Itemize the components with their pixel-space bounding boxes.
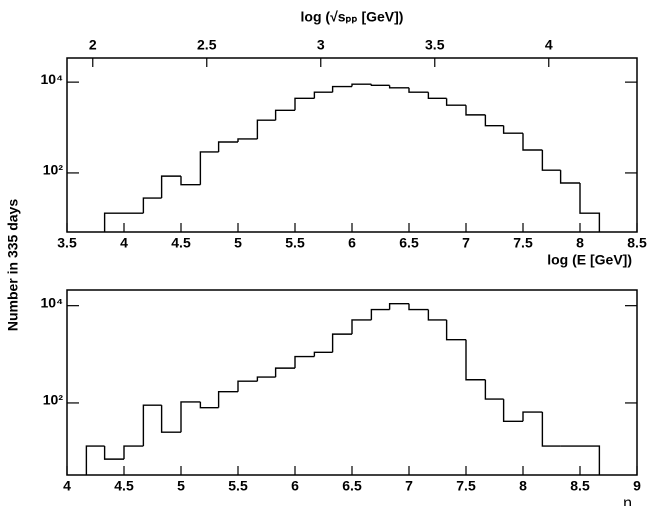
histogram-bin [103, 212, 124, 232]
x-axis-label: η [623, 495, 632, 506]
histogram-bin [541, 149, 561, 171]
histogram-bin [408, 303, 429, 311]
x-tick-label: 8 [576, 235, 584, 251]
histogram-bin [294, 355, 315, 369]
x-tick-label: 7 [405, 478, 413, 494]
x-tick-label: 8.5 [570, 478, 590, 494]
x-tick-label: 4 [120, 235, 128, 251]
y-tick-label: 10² [43, 392, 64, 408]
x-tick-label: 5 [177, 478, 185, 494]
histogram-bin [388, 302, 409, 310]
histogram-bin [274, 109, 295, 121]
histogram-bin [541, 412, 561, 447]
histogram-bin [502, 125, 523, 134]
histogram-bin [580, 445, 601, 475]
histogram-bin [484, 379, 504, 400]
histogram-bin [331, 85, 352, 93]
x-tick-label: 6.5 [342, 478, 362, 494]
histogram-bin [85, 445, 105, 475]
histogram-bin [465, 339, 486, 381]
x-tick-label: 3.5 [57, 235, 77, 251]
histogram-bin [313, 351, 333, 357]
y-tick-label: 10⁴ [41, 294, 64, 310]
x2-tick-label: 3.5 [425, 37, 445, 53]
y-tick-label: 10² [43, 162, 64, 178]
histogram-bin [237, 380, 258, 392]
histogram-bin [142, 404, 162, 447]
histogram-bin [180, 176, 201, 186]
histogram-bin [256, 119, 276, 139]
histogram-bin [217, 141, 238, 152]
histogram-bin [445, 319, 466, 341]
histogram-bin [370, 84, 390, 87]
histogram-bin [313, 91, 333, 99]
histogram-bin [351, 83, 372, 87]
y-tick-label: 10⁴ [41, 71, 64, 87]
histogram-bin [502, 399, 523, 422]
histogram-bin [123, 445, 144, 460]
x-axis-label: log (E [GeV]) [547, 252, 632, 268]
histogram-bin [559, 170, 580, 184]
x-tick-label: 7.5 [513, 235, 533, 251]
x2-tick-label: 2.5 [197, 37, 217, 53]
x2-tick-label: 2 [89, 37, 97, 53]
x-tick-label: 5.5 [228, 478, 248, 494]
y-axis-label: Number in 335 days [5, 199, 21, 331]
x-tick-label: 9 [633, 478, 641, 494]
histogram-bin [408, 87, 429, 93]
histogram-bin [294, 97, 315, 111]
histogram-bin [160, 405, 181, 433]
x-tick-label: 6.5 [399, 235, 419, 251]
histogram-bin [351, 319, 372, 335]
histogram-bin [256, 376, 276, 382]
x2-tick-label: 3 [317, 37, 325, 53]
histogram-bin [427, 92, 447, 100]
x-tick-label: 8 [519, 478, 527, 494]
x2-tick-label: 4 [545, 37, 553, 53]
histogram-bin [465, 105, 486, 116]
x-tick-label: 7 [462, 235, 470, 251]
histogram-bin [522, 411, 543, 422]
histogram-bin [388, 85, 409, 89]
histogram-bin [331, 333, 352, 353]
histogram-bin [160, 175, 181, 199]
x-tick-label: 6 [348, 235, 356, 251]
x-tick-label: 8.5 [627, 235, 647, 251]
histogram-bin [199, 151, 219, 185]
histogram-bin [180, 401, 201, 433]
histogram-bin [484, 114, 504, 127]
x-tick-label: 4.5 [114, 478, 134, 494]
x-tick-label: 4.5 [171, 235, 191, 251]
histogram-bin [445, 98, 466, 106]
x2-axis-label: log (√sₚₚ [GeV]) [301, 9, 404, 25]
x-tick-label: 4 [63, 478, 71, 494]
plot-frame [66, 289, 638, 476]
x-tick-label: 5 [234, 235, 242, 251]
histogram-bin [237, 138, 258, 143]
x-tick-label: 6 [291, 478, 299, 494]
histogram-bin [217, 391, 238, 408]
histogram-bin [103, 446, 124, 460]
histogram-bin [142, 197, 162, 214]
histogram-bin [427, 309, 447, 321]
histogram-bin [522, 133, 543, 151]
x-tick-label: 5.5 [285, 235, 305, 251]
x-tick-label: 7.5 [456, 478, 476, 494]
histogram-bin [370, 308, 390, 320]
histogram-bin [199, 401, 219, 409]
histogram-bin [579, 183, 601, 232]
histogram-bin [274, 367, 295, 378]
